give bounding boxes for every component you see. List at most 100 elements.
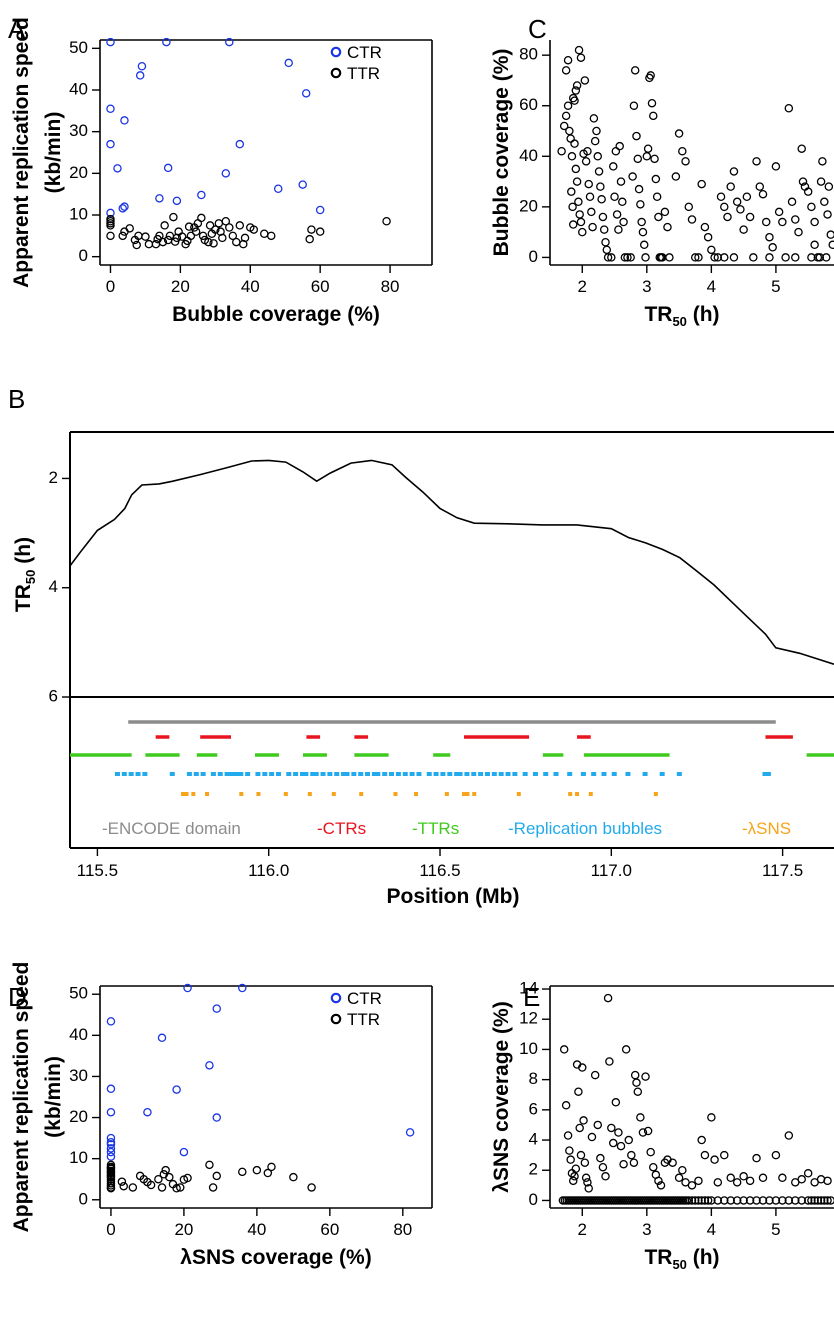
data-point xyxy=(581,157,591,166)
data-point xyxy=(559,121,569,131)
x-tick-label: 3 xyxy=(642,277,651,296)
lsns-mark xyxy=(393,792,398,796)
data-point xyxy=(690,253,700,262)
data-point xyxy=(576,53,586,62)
bubble-mark xyxy=(478,772,484,776)
y-axis-label: Apparent replication speed xyxy=(10,17,33,288)
data-point xyxy=(106,221,115,230)
data-point xyxy=(803,1196,813,1205)
data-point xyxy=(803,1169,813,1178)
panel-d: D 0 20 40 60 80 0 10 20 30 40 50 λSNS coverage (%) Ap… xyxy=(8,962,433,1269)
data-point xyxy=(707,1113,716,1122)
data-point xyxy=(563,55,573,65)
data-point xyxy=(106,1107,116,1117)
legend-marker xyxy=(330,46,342,58)
data-point xyxy=(568,220,578,229)
data-point xyxy=(771,1150,781,1160)
data-point xyxy=(120,202,129,211)
data-point xyxy=(621,1045,631,1054)
y-tick-label: 6 xyxy=(529,1099,538,1118)
data-point xyxy=(576,1150,586,1160)
y-axis-label-tail: (h) xyxy=(12,537,35,570)
data-point xyxy=(638,227,648,237)
data-point xyxy=(803,187,813,196)
data-point xyxy=(567,152,577,161)
data-point xyxy=(596,1153,605,1163)
data-point xyxy=(117,1177,127,1186)
data-point xyxy=(765,253,774,262)
data-point xyxy=(612,210,622,219)
y-tick-label: 0 xyxy=(79,246,88,265)
lsns-mark xyxy=(414,792,419,796)
legend-label: TTR xyxy=(347,64,380,83)
bubble-mark xyxy=(186,772,192,776)
data-point xyxy=(135,71,145,80)
bubble-mark xyxy=(440,772,446,776)
bubble-mark xyxy=(245,772,251,776)
data-point xyxy=(700,1196,710,1205)
data-point xyxy=(710,1155,719,1164)
data-point xyxy=(726,1196,735,1205)
x-axis-label-sub: 50 xyxy=(672,314,686,329)
data-point xyxy=(561,111,571,121)
data-point xyxy=(106,1167,116,1177)
data-point xyxy=(106,208,115,218)
data-point xyxy=(197,190,206,200)
y-tick-label: 2 xyxy=(529,1160,538,1179)
data-point xyxy=(249,225,259,234)
data-point xyxy=(235,139,245,149)
data-point xyxy=(619,217,628,227)
x-axis-label: TR50 (h) xyxy=(644,303,719,329)
data-point xyxy=(771,1196,781,1205)
x-tick-label: 117.5 xyxy=(762,861,803,880)
data-point xyxy=(713,1178,723,1187)
x-tick-label: 2 xyxy=(578,1220,587,1239)
data-point xyxy=(584,1184,593,1193)
data-point xyxy=(592,126,601,136)
data-point xyxy=(601,1172,610,1181)
data-point xyxy=(609,1138,618,1148)
data-point xyxy=(752,157,761,166)
bubble-mark xyxy=(334,772,340,776)
data-point xyxy=(815,253,825,262)
data-point xyxy=(307,225,316,234)
bubble-mark xyxy=(532,772,538,776)
x-axis-label-main: TR xyxy=(644,1246,672,1269)
lsns-mark xyxy=(184,792,189,796)
lsns-mark xyxy=(653,792,658,796)
y-tick-label: 2 xyxy=(49,468,58,487)
bubble-mark xyxy=(210,772,216,776)
data-point xyxy=(106,214,115,224)
data-point xyxy=(824,182,834,191)
y-tick-label: 14 xyxy=(519,979,538,998)
bubble-mark xyxy=(491,772,497,776)
data-point xyxy=(607,253,616,262)
data-point xyxy=(146,1180,156,1190)
data-point xyxy=(571,1164,581,1173)
data-point xyxy=(155,194,164,203)
y-axis-label: TR50 (h) xyxy=(12,537,38,612)
data-point xyxy=(593,1120,603,1130)
panel-b: B 2 4 6 TR50 (h) -ENCODE domain -CTRs -TTRs -Rep… xyxy=(8,384,834,908)
data-point xyxy=(232,237,241,247)
y-tick-label: 10 xyxy=(69,1148,88,1167)
data-point xyxy=(700,222,710,232)
x-tick-label: 3 xyxy=(642,1220,651,1239)
data-point xyxy=(619,1159,628,1169)
data-point xyxy=(267,1162,276,1172)
data-point xyxy=(629,101,639,110)
y-tick-label: 50 xyxy=(69,984,88,1003)
bubble-mark xyxy=(409,772,415,776)
data-point xyxy=(204,237,213,247)
y-tick-label: 20 xyxy=(69,163,88,182)
data-point xyxy=(749,253,758,262)
lsns-mark xyxy=(444,792,449,796)
data-point xyxy=(774,207,784,217)
panel-letter: C xyxy=(528,14,547,44)
data-point xyxy=(585,192,595,201)
data-point xyxy=(263,1168,273,1178)
data-point xyxy=(191,227,201,236)
data-point xyxy=(567,187,576,196)
bubble-mark xyxy=(341,772,347,776)
